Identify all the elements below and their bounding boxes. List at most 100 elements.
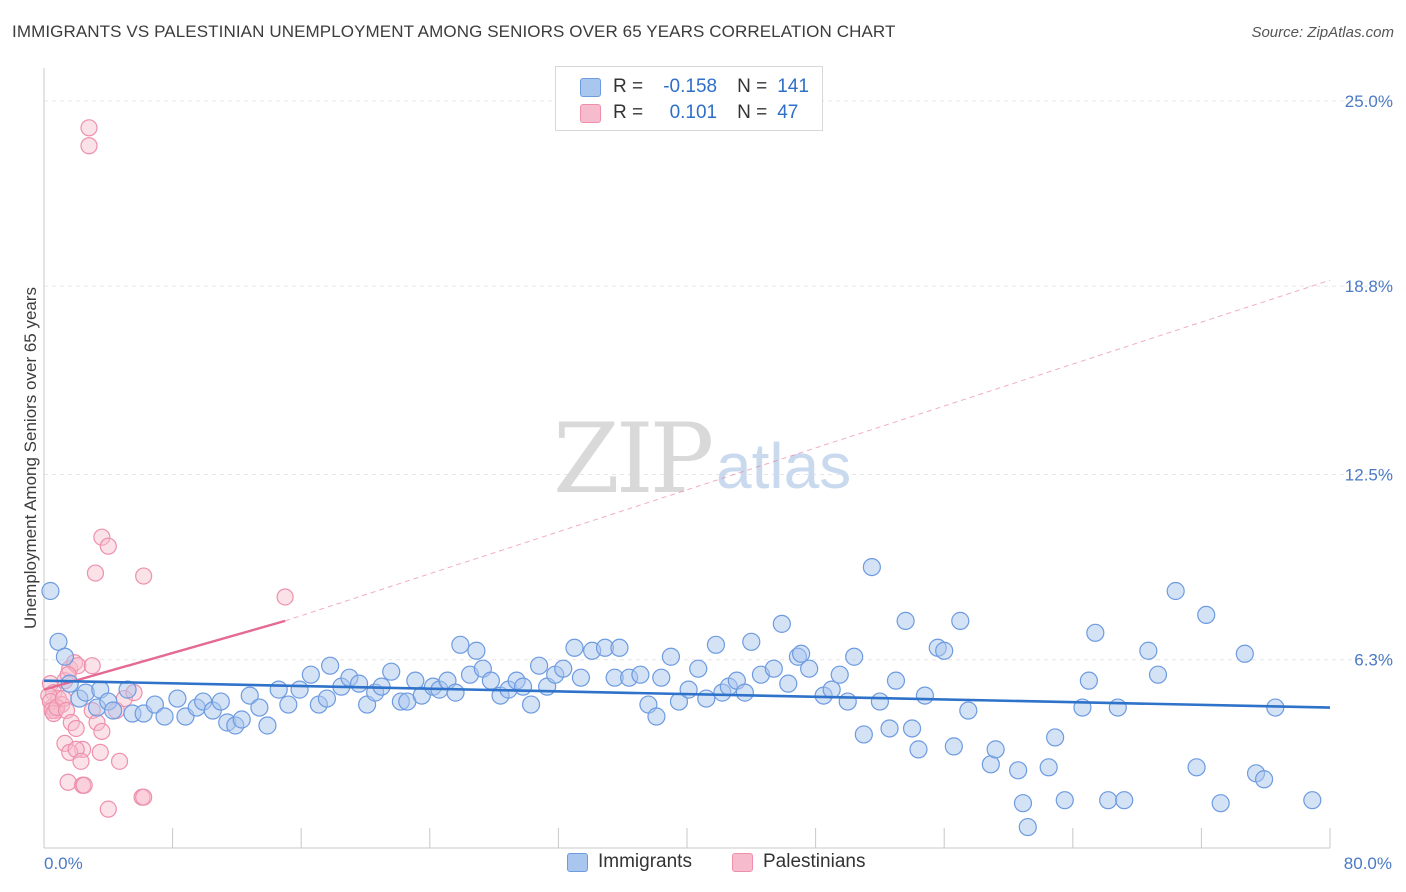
legend-n-label: N =: [737, 102, 768, 123]
immigrants-point: [155, 707, 174, 726]
immigrants-point: [880, 719, 899, 738]
immigrants-point: [800, 659, 819, 678]
immigrants-point: [1211, 794, 1230, 813]
trend-lines: [43, 279, 1331, 709]
legend-n-value: 141: [777, 76, 809, 97]
immigrants-point: [513, 677, 533, 696]
palestinians-legend-swatch: [732, 852, 753, 872]
immigrants-point: [779, 674, 798, 693]
immigrants-point: [944, 737, 963, 756]
immigrants-point: [610, 638, 629, 657]
watermark-zip: ZIP: [553, 403, 712, 515]
immigrants-point: [168, 689, 187, 708]
immigrants-point: [838, 692, 857, 711]
palestinians-point: [91, 743, 109, 761]
immigrants-legend-swatch: [567, 852, 588, 872]
immigrants-point: [647, 707, 666, 726]
tick-labels: 6.3% 12.5% 18.8% 25.0% 0.0% 80.0%: [44, 92, 1393, 873]
palestinians-point: [83, 657, 101, 675]
immigrants-point: [986, 740, 1005, 759]
legend-n-value: 47: [777, 102, 799, 123]
palestinians-trend-extension: [284, 279, 1331, 622]
immigrants-point: [250, 698, 269, 717]
immigrants-point: [104, 701, 123, 720]
legend-r-label: R =: [613, 102, 644, 123]
immigrants-point: [1086, 623, 1105, 642]
immigrants-point: [1018, 817, 1037, 837]
immigrants-point: [1099, 791, 1118, 810]
chart-source: Source: ZipAtlas.com: [1251, 24, 1394, 41]
palestinians-point: [110, 752, 129, 770]
palestinians-point: [72, 752, 90, 770]
legend-row-palestinians: R = 0.101 N = 47: [580, 101, 798, 125]
immigrants-point: [792, 644, 811, 663]
immigrants-point: [697, 689, 716, 708]
legend-r-value: -0.158: [663, 76, 718, 97]
immigrants-point: [1166, 581, 1185, 601]
immigrants-point: [830, 665, 849, 684]
immigrants-point: [1254, 770, 1274, 789]
legend-r-value: 0.101: [669, 102, 718, 123]
immigrants-point: [446, 683, 465, 702]
palestinians-point: [43, 701, 61, 720]
immigrants-point: [1197, 605, 1216, 625]
immigrants-point: [41, 581, 60, 601]
immigrants-point: [317, 689, 337, 708]
legend-item-palestinians[interactable]: Palestinians: [732, 851, 865, 873]
immigrants-points: [41, 557, 1322, 837]
immigrants-point: [909, 740, 928, 759]
palestinians-point: [59, 773, 77, 791]
immigrants-point: [240, 686, 259, 705]
immigrants-point: [1108, 698, 1127, 717]
immigrants-point: [772, 614, 791, 633]
immigrants-point: [652, 668, 671, 687]
x-tick-label-min: 0.0%: [44, 854, 83, 873]
palestinians-point: [276, 588, 294, 606]
immigrants-point: [1148, 665, 1168, 684]
immigrants-swatch: [580, 77, 601, 97]
immigrants-point: [382, 662, 401, 681]
immigrants-point: [1039, 758, 1058, 777]
immigrants-point: [49, 632, 68, 651]
y-tick-label: 6.3%: [1354, 651, 1393, 670]
legend-n-label: N =: [737, 76, 768, 97]
immigrants-point: [467, 641, 486, 660]
immigrants-point: [1303, 791, 1322, 810]
immigrants-point: [679, 680, 698, 699]
immigrants-point: [279, 695, 298, 714]
immigrants-point: [742, 632, 761, 651]
palestinians-point: [67, 719, 85, 738]
immigrants-point: [915, 686, 935, 705]
legend-item-immigrants[interactable]: Immigrants: [567, 851, 692, 873]
y-tick-label: 18.8%: [1345, 277, 1393, 296]
immigrants-point: [845, 647, 864, 666]
immigrants-point: [822, 680, 841, 699]
immigrants-point: [886, 671, 906, 690]
immigrants-point: [935, 641, 954, 660]
legend-label-immigrants: Immigrants: [598, 851, 692, 872]
palestinians-point: [86, 564, 105, 582]
axes-layer: [43, 68, 1331, 849]
palestinians-point: [135, 567, 153, 585]
immigrants-point: [232, 710, 251, 729]
watermark: ZIP atlas: [553, 403, 851, 515]
immigrants-point: [1115, 791, 1134, 810]
immigrants-point: [661, 647, 681, 666]
immigrants-point: [1079, 671, 1098, 690]
legend-r-label: R =: [613, 76, 644, 97]
watermark-atlas: atlas: [716, 430, 851, 502]
immigrants-point: [896, 611, 915, 630]
immigrants-point: [631, 665, 650, 684]
immigrants-point: [301, 665, 320, 684]
immigrants-point: [565, 638, 584, 657]
y-tick-label: 12.5%: [1345, 465, 1393, 484]
immigrants-point: [554, 659, 573, 678]
immigrants-point: [735, 683, 754, 702]
immigrants-point: [1139, 641, 1158, 660]
immigrants-point: [1187, 758, 1206, 777]
immigrants-point: [145, 695, 165, 714]
immigrants-point: [689, 659, 708, 678]
immigrants-point: [706, 635, 726, 654]
immigrants-point: [451, 635, 470, 654]
palestinians-point: [99, 800, 117, 818]
